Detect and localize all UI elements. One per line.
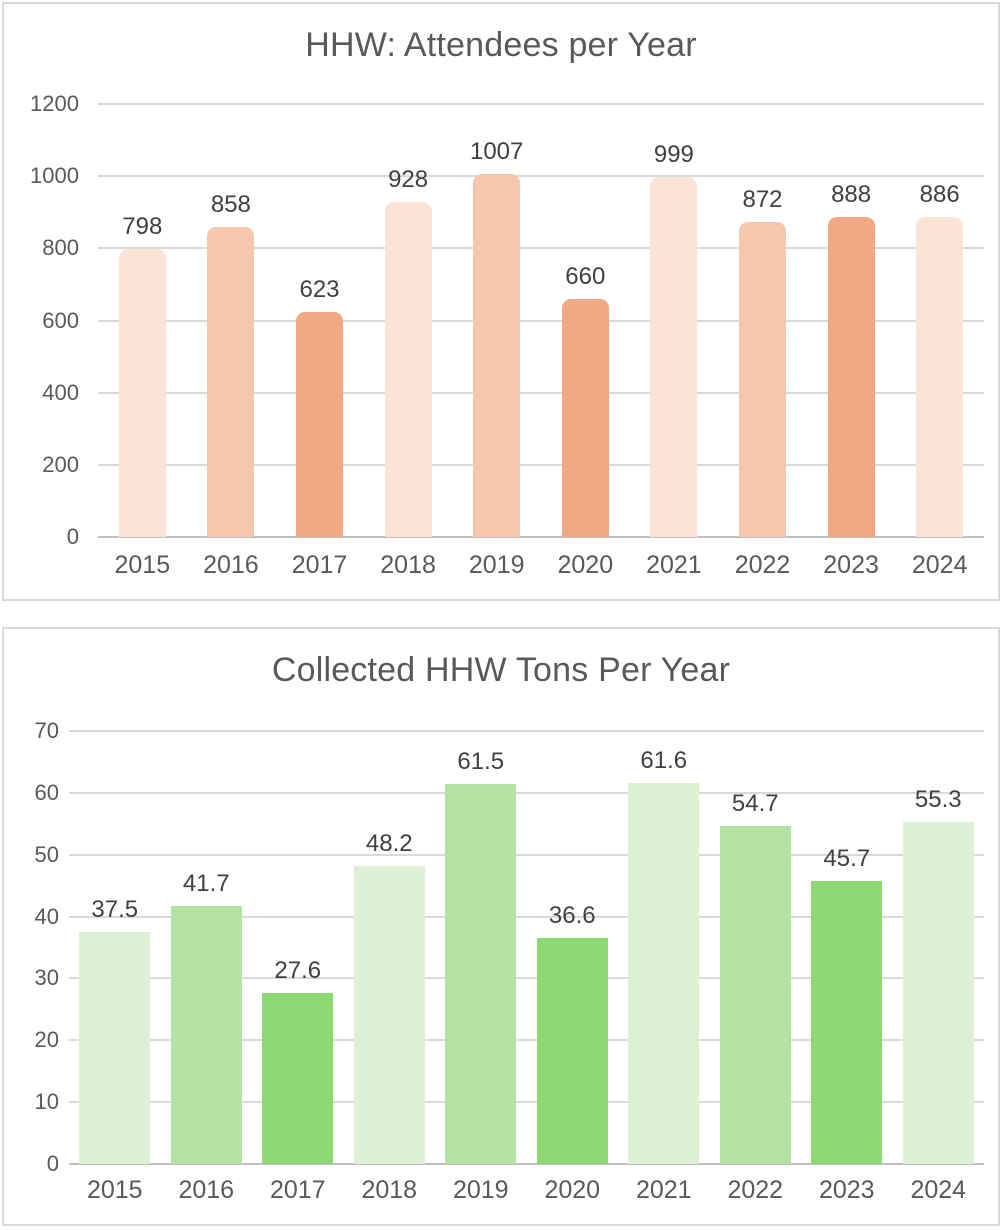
tons-chart-panel: Collected HHW Tons Per Year 0 10 20 30 40 50 6… [2,627,1000,1226]
x-axis-label-2018: 2018 [380,551,436,579]
y-axis-tick-label: 60 [34,779,59,805]
bar-2018 [384,202,432,537]
data-label-2019: 61.5 [457,747,505,775]
gridline [69,791,984,794]
y-axis-tick-label: 70 [34,718,59,743]
x-axis-line [69,1163,984,1165]
gridline [98,463,984,466]
gridline [98,103,984,105]
data-label-2021: 999 [653,140,694,168]
x-axis-label-2017: 2017 [291,551,348,579]
x-axis-label-2021: 2021 [646,551,702,579]
x-axis-label-2018: 2018 [361,1176,418,1204]
data-label-2019: 1007 [469,137,524,165]
x-axis-label-2019: 2019 [468,551,525,579]
x-axis-label-2023: 2023 [823,551,879,579]
bar-2017 [296,312,343,537]
bar-2018 [353,865,425,1164]
bar-2020 [536,937,608,1164]
y-axis-tick-label: 200 [42,451,79,477]
data-label-2022: 54.7 [731,789,779,817]
x-axis-label-2016: 2016 [178,1176,235,1204]
y-axis-tick-label: 40 [34,903,59,929]
bar-2015 [118,249,166,537]
data-label-2018: 928 [388,166,429,194]
x-axis-label-2015: 2015 [114,551,171,579]
y-axis-tick-label: 10 [34,1089,59,1115]
x-axis-label-2016: 2016 [203,551,259,579]
gridline [69,1101,984,1104]
gridline [69,915,984,918]
data-label-2023: 45.7 [823,845,871,873]
data-label-2024: 55.3 [914,785,962,813]
data-label-2020: 36.6 [548,901,596,929]
x-axis-label-2017: 2017 [269,1176,326,1204]
tons-chart-title: Collected HHW Tons Per Year [271,651,731,689]
bar-2021 [628,782,700,1164]
y-axis-tick-label: 0 [46,1151,59,1176]
data-label-2022: 872 [742,186,783,214]
gridline [98,391,984,394]
bar-2023 [811,881,883,1164]
data-label-2023: 888 [831,180,872,208]
x-axis-label-2023: 2023 [818,1176,875,1204]
y-axis-tick-label: 0 [66,524,79,549]
gridline [69,730,984,732]
attendees-chart-title: HHW: Attendees per Year [305,26,697,64]
x-axis-label-2021: 2021 [635,1176,692,1204]
gridline [98,175,984,178]
data-label-2015: 798 [122,213,163,241]
gridline [98,247,984,250]
x-axis-label-2022: 2022 [734,551,791,579]
x-axis-line [98,536,984,538]
x-axis-label-2024: 2024 [911,551,968,579]
bar-2023 [827,216,875,537]
bar-2017 [262,993,334,1164]
y-axis-tick-label: 30 [34,965,59,991]
x-axis-label-2022: 2022 [727,1176,784,1204]
data-label-2018: 48.2 [365,829,413,857]
data-label-2016: 41.7 [182,870,230,898]
gridline [69,977,984,980]
y-axis-tick-label: 1000 [30,163,79,189]
y-axis-tick-label: 50 [34,841,59,867]
bar-2019 [473,173,521,537]
y-axis-tick-label: 800 [42,235,79,261]
bar-2015 [79,932,151,1164]
x-axis-label-2020: 2020 [544,1176,601,1204]
bar-2022 [739,222,786,537]
gridline [98,319,984,322]
attendees-chart-panel: HHW: Attendees per Year 0 200 400 600 800 100… [2,2,1000,601]
x-axis-label-2019: 2019 [452,1176,509,1204]
x-axis-label-2024: 2024 [910,1176,967,1204]
x-axis-label-2015: 2015 [86,1176,143,1204]
data-label-2020: 660 [565,262,606,290]
bar-2019 [445,783,517,1164]
attendees-chart-plot-area: 0 200 400 600 800 1000 1200 798 2015 858 2016 623 20… [4,4,998,599]
gridline [69,1039,984,1042]
tons-chart-plot-area: 0 10 20 30 40 50 60 70 37.5 2015 41.7 2016 27.6 2017 4… [4,629,998,1224]
bar-2016 [207,227,255,537]
bar-2016 [170,906,242,1164]
bar-2020 [561,298,609,537]
data-label-2015: 37.5 [91,896,139,924]
y-axis-tick-label: 400 [42,379,79,405]
bar-2024 [916,217,964,537]
data-label-2017: 623 [299,276,340,304]
data-label-2024: 886 [919,181,960,209]
data-label-2016: 858 [210,191,251,219]
data-label-2021: 61.6 [640,746,688,774]
bar-2024 [902,821,974,1164]
y-axis-tick-label: 1200 [30,91,79,116]
data-label-2017: 27.6 [274,957,322,985]
gridline [69,853,984,856]
y-axis-tick-label: 20 [34,1027,59,1053]
x-axis-label-2020: 2020 [557,551,614,579]
bar-2022 [719,825,791,1164]
bar-2021 [650,176,698,537]
y-axis-tick-label: 600 [42,307,79,333]
